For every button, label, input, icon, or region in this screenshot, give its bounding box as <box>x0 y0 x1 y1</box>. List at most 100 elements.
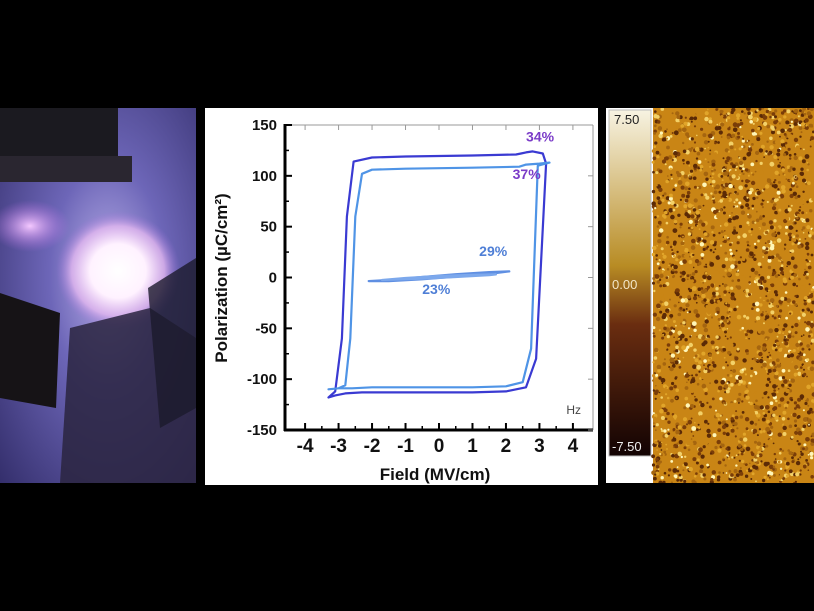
afm-grain <box>693 328 697 332</box>
afm-grain <box>783 338 788 342</box>
afm-grain <box>710 183 712 186</box>
afm-grain <box>794 182 797 185</box>
afm-grain <box>748 151 752 155</box>
afm-grain <box>771 130 775 135</box>
afm-grain <box>726 328 729 330</box>
afm-grain <box>760 460 763 463</box>
afm-grain <box>803 112 807 116</box>
afm-grain <box>734 148 737 151</box>
afm-grain <box>689 116 694 121</box>
afm-grain <box>749 329 754 334</box>
afm-grain <box>737 260 741 264</box>
afm-grain <box>667 432 671 435</box>
afm-grain <box>653 425 656 428</box>
afm-grain <box>765 268 768 271</box>
x-axis-label: Field (MV/cm) <box>380 465 491 484</box>
afm-grain <box>700 127 704 131</box>
afm-grain <box>676 177 680 180</box>
afm-grain <box>737 235 741 239</box>
afm-grain <box>712 433 717 438</box>
afm-grain <box>694 398 698 402</box>
afm-grain <box>675 349 679 353</box>
afm-grain <box>779 266 784 272</box>
afm-grain <box>694 354 698 358</box>
x-tick-label: -1 <box>397 436 414 457</box>
afm-grain <box>737 132 740 135</box>
afm-grain <box>672 437 677 442</box>
afm-grain <box>691 361 695 365</box>
afm-grain <box>726 374 730 377</box>
afm-grain <box>653 289 656 293</box>
afm-grain <box>806 260 810 264</box>
afm-grain <box>676 478 680 482</box>
afm-grain <box>702 445 706 449</box>
afm-grain <box>811 198 814 201</box>
afm-grain <box>665 443 668 446</box>
afm-grain <box>673 264 678 270</box>
afm-grain <box>725 409 730 414</box>
afm-grain <box>704 147 706 150</box>
afm-grain <box>810 253 814 257</box>
afm-grain <box>693 475 697 478</box>
afm-grain <box>679 275 682 278</box>
afm-grain <box>666 235 669 239</box>
afm-grain <box>764 391 768 394</box>
afm-grain <box>694 358 699 363</box>
afm-grain <box>704 367 707 371</box>
afm-grain <box>652 312 657 317</box>
afm-grain <box>777 330 782 334</box>
afm-grain <box>729 145 734 150</box>
afm-grain <box>732 122 738 128</box>
afm-grain <box>736 305 739 308</box>
afm-grain <box>789 166 793 170</box>
afm-grain <box>675 372 678 375</box>
afm-grain <box>768 303 773 308</box>
afm-grain <box>773 460 777 464</box>
afm-grain <box>761 206 764 209</box>
afm-grain <box>708 413 711 415</box>
afm-grain <box>769 182 773 186</box>
afm-grain <box>679 226 682 229</box>
afm-grain <box>791 267 795 271</box>
afm-grain <box>808 330 813 334</box>
afm-grain <box>659 473 662 476</box>
afm-grain <box>714 203 717 207</box>
afm-grain <box>694 220 699 224</box>
afm-grain <box>728 257 734 262</box>
afm-grain <box>747 224 750 226</box>
afm-grain <box>773 155 778 159</box>
afm-grain <box>796 204 799 207</box>
afm-grain <box>741 400 744 403</box>
afm-grain <box>770 425 774 429</box>
afm-grain <box>788 238 792 242</box>
afm-grain <box>707 310 712 315</box>
afm-grain <box>772 368 777 373</box>
afm-grain <box>803 368 805 371</box>
afm-grain <box>675 345 679 349</box>
afm-grain <box>792 466 797 471</box>
afm-grain <box>662 453 665 457</box>
afm-grain <box>799 124 802 127</box>
afm-grain <box>693 125 697 128</box>
afm-grain <box>725 418 728 421</box>
afm-grain <box>664 433 669 438</box>
afm-grain <box>760 313 764 317</box>
afm-grain <box>714 248 717 251</box>
afm-grain <box>792 412 797 418</box>
afm-grain <box>735 285 739 288</box>
afm-grain <box>746 329 750 333</box>
afm-grain <box>750 367 754 370</box>
afm-grain <box>702 323 707 328</box>
afm-grain <box>694 270 698 274</box>
afm-grain <box>758 273 761 276</box>
afm-grain <box>736 347 740 351</box>
afm-grain <box>759 286 764 290</box>
afm-grain <box>736 205 739 208</box>
afm-grain <box>659 399 662 402</box>
afm-grain <box>703 364 705 366</box>
afm-grain <box>806 381 810 385</box>
afm-grain <box>741 411 745 414</box>
afm-grain <box>654 389 659 394</box>
afm-grain <box>685 403 690 408</box>
afm-grain <box>735 141 740 145</box>
